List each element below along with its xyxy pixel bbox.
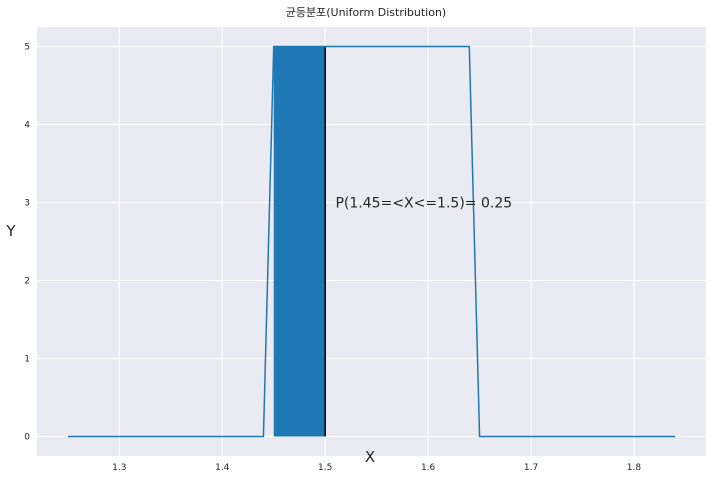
x-tick-label: 1.4 bbox=[215, 463, 230, 473]
shaded-probability-area bbox=[273, 46, 326, 437]
y-tick-label: 4 bbox=[24, 121, 30, 131]
x-tick-labels: 1.3 1.4 1.5 1.6 1.7 1.8 bbox=[112, 463, 641, 473]
y-axis-label: Y bbox=[5, 222, 16, 240]
data-marks bbox=[67, 45, 676, 438]
x-tick-label: 1.5 bbox=[318, 463, 332, 473]
y-tick-label: 0 bbox=[24, 433, 30, 443]
y-tick-labels: 0 1 2 3 4 5 bbox=[24, 43, 30, 443]
x-tick-label: 1.7 bbox=[524, 463, 538, 473]
pdf-line bbox=[67, 45, 676, 438]
x-tick-label: 1.8 bbox=[627, 463, 642, 473]
y-tick-label: 5 bbox=[24, 43, 30, 53]
chart-title: 균등분포(Uniform Distribution) bbox=[286, 6, 446, 19]
x-tick-label: 1.3 bbox=[112, 463, 126, 473]
plot-background bbox=[37, 27, 706, 456]
x-axis-label: X bbox=[365, 448, 375, 466]
y-tick-label: 1 bbox=[24, 355, 30, 365]
y-tick-label: 3 bbox=[24, 199, 30, 209]
y-tick-label: 2 bbox=[24, 277, 30, 287]
probability-annotation: P(1.45=<X<=1.5)= 0.25 bbox=[335, 196, 512, 212]
x-tick-label: 1.6 bbox=[421, 463, 436, 473]
